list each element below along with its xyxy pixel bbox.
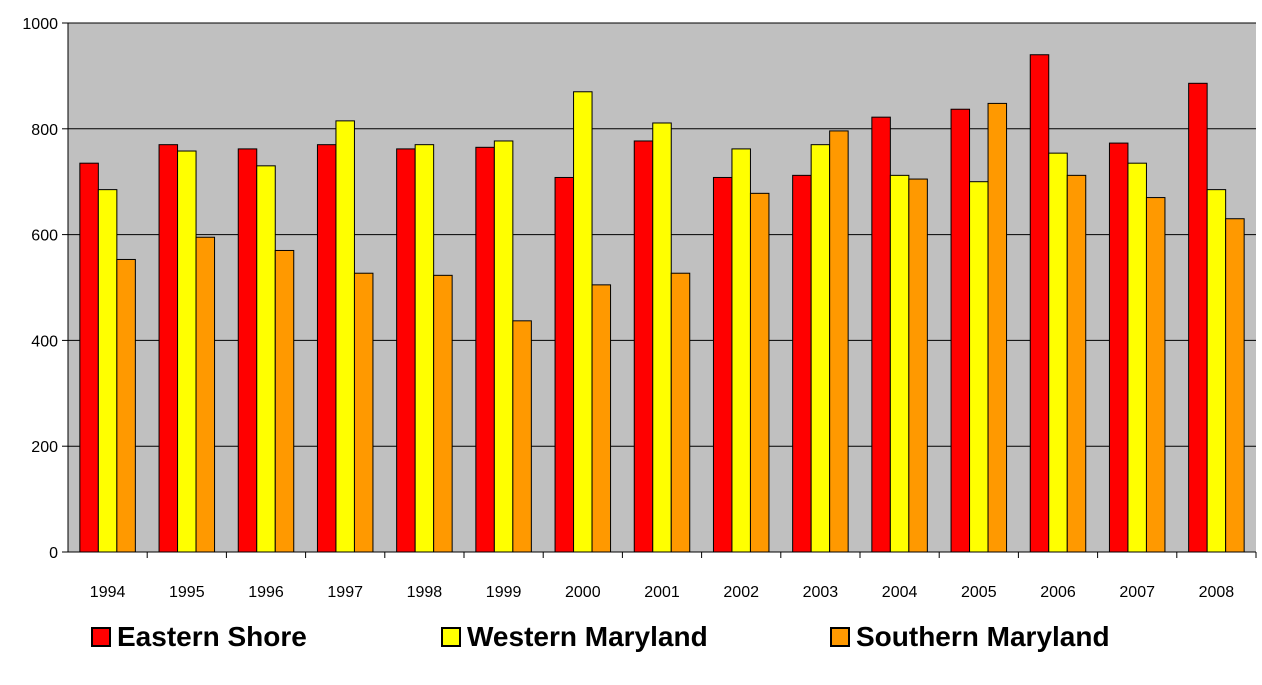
bar-southern-maryland-2005 [987, 102, 1008, 553]
x-tick-label: 2003 [803, 584, 839, 601]
bar-southern-maryland-2002 [749, 192, 770, 553]
bar-eastern-shore-2008 [1188, 82, 1208, 553]
bar-western-maryland-1994 [97, 189, 118, 553]
bar-southern-maryland-1994 [116, 258, 136, 553]
bar-eastern-shore-1995 [158, 144, 179, 553]
bar-southern-maryland-2006 [1066, 174, 1087, 553]
x-tick-label: 2002 [723, 584, 759, 601]
bar-southern-maryland-2003 [829, 130, 849, 553]
bar-southern-maryland-1997 [353, 272, 374, 553]
bar-southern-maryland-2000 [591, 284, 612, 553]
bar-western-maryland-1996 [256, 165, 276, 553]
bar-western-maryland-2001 [652, 122, 672, 553]
bar-eastern-shore-1998 [396, 148, 416, 553]
bar-southern-maryland-1996 [274, 249, 295, 553]
bar-southern-maryland-1998 [433, 274, 453, 553]
bar-eastern-shore-2005 [950, 108, 971, 553]
y-tick-label: 800 [31, 122, 58, 139]
y-tick-label: 600 [31, 228, 58, 245]
bar-western-maryland-2000 [573, 91, 593, 553]
bar-southern-maryland-1999 [512, 320, 532, 553]
bar-southern-maryland-1995 [195, 236, 216, 553]
bar-eastern-shore-2006 [1029, 54, 1050, 553]
bar-western-maryland-2005 [969, 181, 989, 553]
y-tick-label: 0 [49, 545, 58, 562]
legend-item-eastern-shore: Eastern Shore [91, 621, 307, 653]
bar-eastern-shore-2001 [633, 140, 654, 553]
bar-western-maryland-2006 [1048, 152, 1068, 553]
x-tick-label: 2000 [565, 584, 601, 601]
bar-eastern-shore-1994 [79, 162, 99, 553]
bar-eastern-shore-2007 [1108, 142, 1129, 553]
bar-southern-maryland-2001 [670, 272, 691, 553]
x-tick-label: 2008 [1199, 584, 1235, 601]
x-tick-label: 2007 [1119, 584, 1155, 601]
x-tick-label: 1998 [407, 584, 443, 601]
x-tick-label: 1999 [486, 584, 522, 601]
bar-eastern-shore-1996 [237, 148, 258, 553]
x-tick-label: 1996 [248, 584, 284, 601]
legend-item-western-maryland: Western Maryland [441, 621, 708, 653]
bar-eastern-shore-2003 [792, 174, 812, 553]
x-tick-label: 1994 [90, 584, 126, 601]
bar-eastern-shore-2004 [871, 116, 891, 553]
x-tick-label: 2001 [644, 584, 680, 601]
legend-swatch-southern-maryland [830, 627, 850, 647]
x-tick-label: 1997 [327, 584, 363, 601]
legend-label-western-maryland: Western Maryland [467, 621, 708, 652]
bar-southern-maryland-2004 [908, 178, 928, 553]
bar-southern-maryland-2008 [1225, 218, 1245, 553]
bar-southern-maryland-2007 [1145, 197, 1166, 553]
bar-western-maryland-1999 [493, 140, 514, 553]
bar-western-maryland-2003 [810, 144, 831, 553]
legend-swatch-western-maryland [441, 627, 461, 647]
bar-western-maryland-2004 [889, 174, 910, 553]
legend-item-southern-maryland: Southern Maryland [830, 621, 1110, 653]
bar-eastern-shore-1997 [316, 144, 337, 553]
bar-western-maryland-2007 [1127, 162, 1147, 553]
bar-western-maryland-1997 [335, 120, 355, 553]
bar-western-maryland-1998 [414, 144, 435, 553]
bar-western-maryland-2002 [731, 148, 751, 553]
x-tick-label: 1995 [169, 584, 205, 601]
y-tick-label: 400 [31, 333, 58, 350]
legend-label-southern-maryland: Southern Maryland [856, 621, 1110, 652]
x-tick-label: 2004 [882, 584, 918, 601]
y-tick-label: 1000 [22, 16, 58, 33]
legend-label-eastern-shore: Eastern Shore [117, 621, 307, 652]
x-tick-label: 2006 [1040, 584, 1076, 601]
legend-swatch-eastern-shore [91, 627, 111, 647]
y-tick-label: 200 [31, 439, 58, 456]
bar-eastern-shore-2000 [554, 176, 575, 553]
legend: Eastern Shore Western Maryland Southern … [0, 621, 1262, 671]
bar-western-maryland-2008 [1206, 189, 1227, 553]
bar-eastern-shore-2002 [712, 176, 733, 553]
bar-western-maryland-1995 [177, 150, 197, 553]
bar-eastern-shore-1999 [475, 146, 495, 553]
x-tick-label: 2005 [961, 584, 997, 601]
bar-chart: 0 200 400 600 800 1000 1994 1995 1996 1997 1998 199… [22, 16, 1257, 601]
